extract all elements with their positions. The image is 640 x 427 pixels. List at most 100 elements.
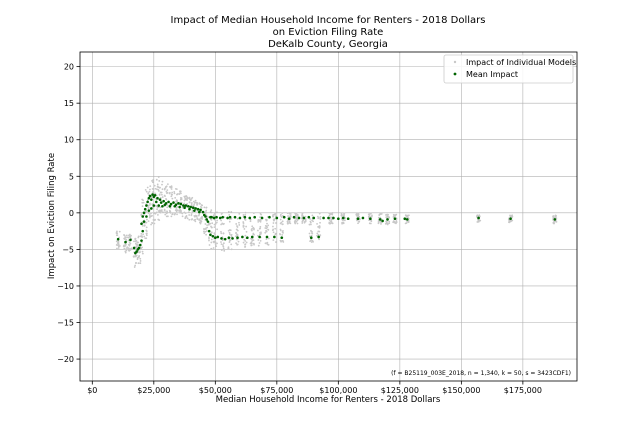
- individual-model-point: [310, 241, 313, 243]
- individual-model-point: [227, 247, 230, 250]
- mean-impact-point: [205, 218, 209, 221]
- individual-model-point: [183, 195, 186, 198]
- individual-model-point: [252, 212, 255, 215]
- individual-model-point: [125, 234, 128, 237]
- mean-impact-point: [223, 237, 227, 241]
- individual-model-point: [145, 221, 148, 224]
- individual-model-point: [186, 196, 188, 199]
- individual-model-point: [405, 214, 407, 217]
- individual-model-point: [220, 232, 223, 235]
- x-tick-label: $50,000: [199, 386, 232, 395]
- individual-model-point: [395, 220, 398, 222]
- individual-model-point: [388, 220, 391, 223]
- mean-impact-point: [167, 200, 170, 204]
- individual-model-point: [272, 239, 275, 242]
- mean-impact-point: [332, 216, 335, 220]
- mean-impact-point: [184, 204, 188, 207]
- individual-model-point: [380, 213, 382, 216]
- individual-model-point: [328, 214, 331, 217]
- individual-model-point: [316, 234, 318, 237]
- mean-impact-point: [405, 218, 409, 221]
- individual-model-point: [245, 225, 248, 228]
- individual-model-point: [213, 213, 216, 215]
- mean-impact-point: [346, 217, 350, 220]
- individual-model-point: [144, 237, 147, 240]
- individual-model-point: [184, 212, 187, 215]
- individual-model-point: [279, 233, 282, 236]
- y-tick-label: −10: [57, 282, 74, 291]
- mean-impact-point: [157, 204, 161, 207]
- individual-model-point: [476, 221, 479, 223]
- individual-model-point: [133, 240, 135, 243]
- mean-impact-point: [309, 236, 313, 239]
- individual-model-point: [210, 241, 213, 244]
- individual-model-point: [476, 214, 479, 217]
- individual-model-point: [281, 220, 284, 223]
- individual-model-point: [317, 234, 320, 236]
- individual-model-point: [243, 238, 246, 241]
- mean-impact-point: [156, 196, 159, 200]
- x-tick-label: $25,000: [137, 386, 170, 395]
- individual-model-point: [214, 222, 217, 225]
- individual-model-point: [174, 209, 177, 212]
- individual-model-point: [243, 218, 246, 221]
- individual-model-point: [377, 216, 380, 219]
- individual-model-point: [212, 247, 215, 249]
- individual-model-point: [370, 220, 373, 223]
- individual-model-point: [295, 217, 298, 220]
- individual-model-point: [227, 246, 230, 249]
- individual-model-point: [259, 225, 262, 228]
- individual-model-point: [296, 222, 299, 225]
- individual-model-point: [274, 233, 277, 236]
- individual-model-point: [245, 241, 248, 244]
- individual-model-point: [196, 204, 198, 206]
- individual-model-point: [134, 242, 137, 245]
- individual-model-point: [274, 215, 277, 218]
- individual-model-point: [163, 209, 166, 212]
- mean-impact-point: [152, 204, 156, 207]
- individual-model-point: [203, 206, 206, 209]
- chart-title-line-3: DeKalb County, Georgia: [268, 39, 388, 50]
- individual-model-point: [184, 198, 187, 200]
- mean-impact-point: [137, 246, 141, 250]
- individual-model-point: [171, 213, 174, 216]
- individual-model-point: [208, 244, 211, 246]
- individual-model-point: [287, 219, 290, 222]
- mean-impact-point: [153, 194, 157, 197]
- individual-model-point: [259, 231, 262, 234]
- individual-model-point: [169, 210, 172, 213]
- individual-model-point: [311, 232, 314, 235]
- individual-model-point: [135, 245, 138, 248]
- individual-model-point: [252, 239, 255, 242]
- individual-model-point: [181, 215, 184, 218]
- individual-model-point: [191, 209, 194, 212]
- mean-impact-point: [140, 239, 143, 242]
- individual-model-point: [170, 188, 173, 190]
- individual-model-point: [139, 248, 141, 251]
- mean-impact-point: [189, 205, 193, 209]
- individual-model-point: [156, 208, 158, 211]
- individual-model-point: [311, 239, 314, 242]
- individual-model-point: [220, 219, 223, 222]
- individual-model-point: [137, 235, 140, 238]
- mean-impact-point: [260, 216, 264, 220]
- individual-model-point: [147, 192, 150, 194]
- individual-model-point: [168, 191, 171, 194]
- mean-impact-point: [124, 240, 127, 244]
- individual-model-point: [200, 205, 202, 208]
- individual-model-point: [267, 224, 270, 227]
- mean-impact-point: [393, 217, 397, 220]
- individual-model-point: [151, 181, 154, 184]
- individual-model-point: [205, 233, 207, 236]
- individual-model-point: [203, 228, 206, 231]
- individual-model-point: [149, 202, 151, 205]
- individual-model-point: [281, 212, 284, 215]
- mean-impact-point: [268, 215, 271, 219]
- individual-model-point: [267, 228, 270, 231]
- mean-impact-point: [204, 215, 207, 218]
- individual-model-point: [235, 231, 237, 234]
- individual-model-point: [159, 186, 161, 189]
- individual-model-point: [164, 211, 167, 214]
- individual-model-point: [211, 226, 213, 229]
